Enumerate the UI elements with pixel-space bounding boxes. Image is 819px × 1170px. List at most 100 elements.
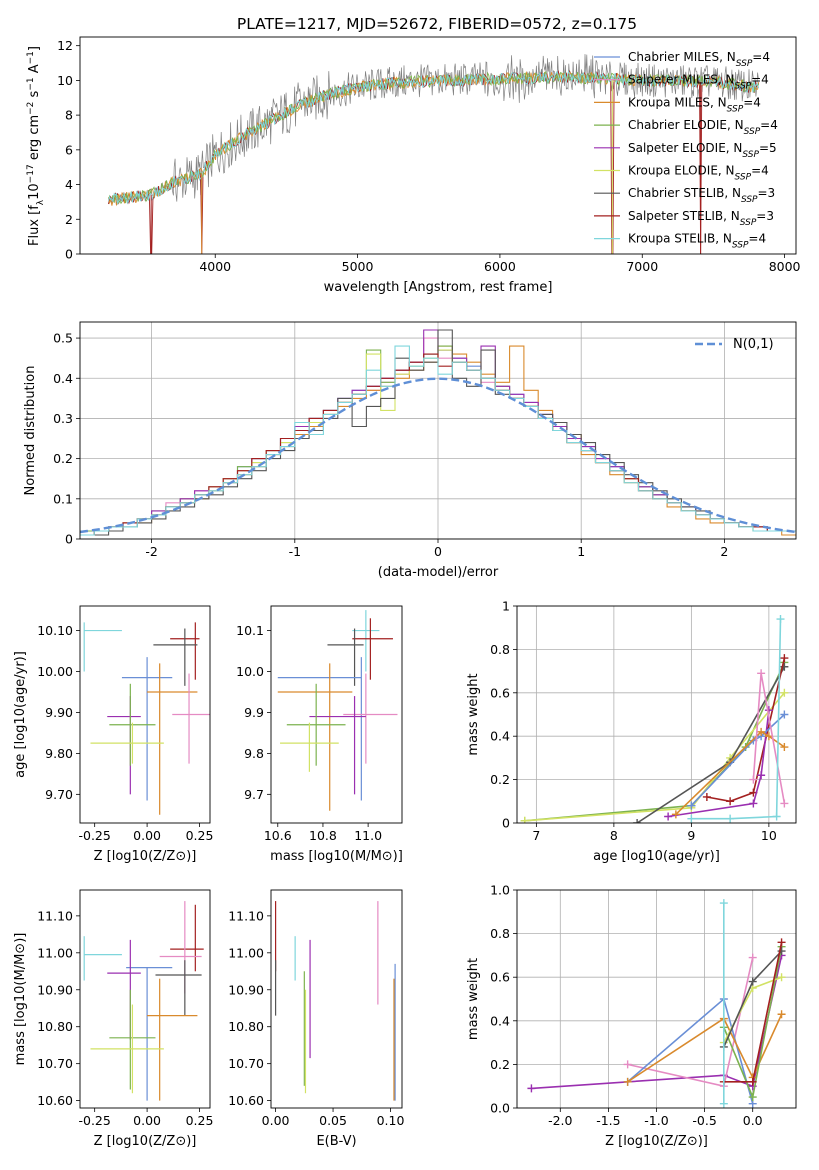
- weight-marker: [757, 669, 766, 678]
- x-axis-label: Z [log10(Z/Z⊙)]: [94, 849, 197, 864]
- spectrum-model-line: [108, 70, 760, 205]
- weight-marker: [719, 899, 728, 908]
- y-tick-label: 10.90: [37, 982, 73, 997]
- y-tick-label: 9.7: [244, 787, 264, 802]
- weight-marker: [780, 654, 789, 663]
- y-tick-label: 0.5: [53, 331, 73, 346]
- weight-marker: [777, 1010, 786, 1019]
- y-tick-label: 0.1: [53, 491, 73, 506]
- weight-marker: [520, 816, 529, 823]
- weight-marker: [702, 792, 711, 801]
- x-tick-label: 1: [577, 544, 585, 559]
- x-tick-label: 10.6: [264, 828, 292, 843]
- x-tick-label: -1.5: [596, 1113, 620, 1128]
- weight-marker: [749, 799, 758, 808]
- x-tick-label: 10.8: [309, 828, 337, 843]
- y-tick-label: 0.4: [490, 1013, 510, 1028]
- x-tick-label: 0.25: [186, 828, 214, 843]
- y-tick-label: 9.9: [244, 705, 264, 720]
- chart-weight-vs-age: 7 8 9 10 0 0.2 0.4 0.6 0.8 1 age [log10(age/yr)] ma…: [466, 599, 797, 864]
- spectrum-model-line: [108, 70, 760, 205]
- y-tick-label: 6: [65, 142, 73, 157]
- chart-spectrum: 4000 5000 6000 7000 8000 0 2 4 6 8 10 12 wavelength …: [26, 36, 801, 295]
- weight-marker: [719, 1099, 728, 1108]
- x-tick-label: 0.00: [262, 1113, 290, 1128]
- weight-marker: [772, 812, 781, 821]
- x-tick-label: 5000: [342, 259, 374, 274]
- x-axis-label: mass [log10(M/M⊙)]: [270, 849, 403, 864]
- plot-area-mass-vs-EBV: [274, 901, 396, 1101]
- weight-marker: [780, 710, 789, 719]
- axes-frame: [79, 889, 211, 1109]
- legend-entry: N(0,1): [733, 337, 774, 352]
- histogram-step-line: [80, 329, 796, 536]
- legend-entry: Kroupa STELIB, NSSP=4: [628, 232, 766, 251]
- weight-marker: [777, 938, 786, 947]
- x-tick-label: 8000: [769, 259, 801, 274]
- y-tick-label: 12: [57, 38, 73, 53]
- weight-series-line: [627, 1013, 783, 1083]
- x-tick-label: 9: [687, 828, 695, 843]
- axes-frame: [79, 36, 797, 255]
- x-tick-label: 0.00: [133, 1113, 161, 1128]
- x-tick-label: 11.0: [354, 828, 382, 843]
- weight-marker: [726, 814, 735, 823]
- weight-marker: [623, 1060, 632, 1069]
- y-tick-label: 0.8: [490, 926, 510, 941]
- x-tick-label: 0: [434, 544, 442, 559]
- x-tick-label: 6000: [484, 259, 516, 274]
- y-tick-label: 11.00: [228, 945, 264, 960]
- x-axis-label: (data-model)/error: [378, 565, 499, 580]
- weight-marker: [748, 1093, 757, 1102]
- x-tick-label: 0.05: [319, 1113, 347, 1128]
- y-tick-label: 0.0: [490, 1101, 510, 1116]
- y-tick-label: 9.8: [244, 746, 264, 761]
- y-tick-label: 0.2: [53, 451, 73, 466]
- axes-frame: [270, 605, 403, 824]
- y-tick-label: 1.0: [490, 883, 510, 898]
- y-tick-label: 0.2: [490, 772, 510, 787]
- x-axis-label: E(B-V): [316, 1134, 356, 1149]
- weight-series-line: [675, 730, 785, 815]
- x-tick-label: 7: [532, 828, 540, 843]
- weight-marker: [780, 799, 789, 808]
- weight-marker: [687, 814, 696, 823]
- axes-frame: [270, 889, 403, 1109]
- weight-marker: [527, 1084, 536, 1093]
- y-tick-label: 4: [65, 177, 73, 192]
- x-tick-label: 0.25: [186, 1113, 214, 1128]
- x-axis-label: age [log10(age/yr)]: [593, 849, 720, 864]
- plot-area-weight-vs-age: [517, 606, 796, 823]
- weight-marker: [623, 1077, 632, 1086]
- legend-entry: Salpeter MILES, NSSP=4: [628, 73, 769, 92]
- y-tick-label: 10.00: [37, 664, 73, 679]
- x-tick-label: -2: [145, 544, 157, 559]
- weight-marker: [633, 819, 642, 823]
- y-tick-label: 0: [65, 247, 73, 262]
- plot-area-age-vs-Z: [83, 622, 210, 815]
- y-tick-label: 10.70: [228, 1056, 264, 1071]
- y-tick-label: 11.10: [37, 908, 73, 923]
- y-tick-label: 9.70: [45, 787, 73, 802]
- plot-area-residuals: [80, 322, 796, 539]
- x-axis-label: Z [log10(Z/Z⊙)]: [94, 1134, 197, 1149]
- y-tick-label: 10.0: [236, 664, 264, 679]
- plot-area-mass-vs-Z: [83, 901, 204, 1101]
- x-axis-label: wavelength [Angstrom, rest frame]: [324, 280, 553, 295]
- x-tick-label: 7000: [626, 259, 658, 274]
- weight-series-line: [691, 618, 782, 820]
- weight-marker: [748, 977, 757, 986]
- legend-entry: Kroupa MILES, NSSP=4: [628, 95, 761, 114]
- weight-marker: [780, 743, 789, 752]
- weight-marker: [664, 812, 673, 821]
- figure-title: PLATE=1217, MJD=52672, FIBERID=0572, z=0…: [237, 15, 637, 33]
- chart-age-vs-mass: 10.6 10.8 11.0 9.7 9.8 9.9 10.0 10.1 mass [log10…: [236, 605, 403, 864]
- y-tick-label: 0.4: [490, 729, 510, 744]
- weight-marker: [748, 953, 757, 962]
- legend-entry: Salpeter STELIB, NSSP=3: [628, 209, 774, 228]
- axes-frame: [516, 889, 797, 1109]
- y-tick-label: 10.80: [228, 1019, 264, 1034]
- y-tick-label: 1: [502, 599, 510, 614]
- y-tick-label: 0.3: [53, 411, 73, 426]
